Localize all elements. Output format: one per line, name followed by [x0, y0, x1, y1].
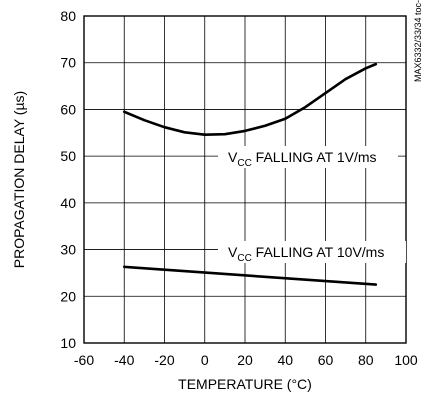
y-tick-label: 50 — [60, 148, 76, 164]
series-label-bg-1 — [218, 146, 398, 168]
series-label-2: VCC FALLING AT 10V/ms — [228, 244, 384, 264]
y-tick-label: 80 — [60, 8, 76, 24]
series-label-bg-2 — [218, 241, 406, 263]
y-tick-label: 20 — [60, 288, 76, 304]
series-line-1 — [122, 62, 378, 136]
y-axis-label: PROPAGATION DELAY (µs) — [11, 91, 27, 268]
x-tick-label: 60 — [318, 352, 334, 368]
x-tick-label: -40 — [114, 352, 134, 368]
ticks: -60 -40 -20 0 20 40 60 80 100 10 20 30 40 50 60 70 80 — [60, 8, 417, 368]
x-tick-label: -60 — [74, 352, 94, 368]
x-tick-label: 20 — [237, 352, 253, 368]
x-tick-label: 0 — [201, 352, 209, 368]
x-tick-label: -20 — [154, 352, 174, 368]
series-labels: VCC FALLING AT 1V/ms VCC FALLING AT 10V/m… — [218, 146, 406, 264]
y-tick-label: 10 — [60, 335, 76, 351]
x-tick-label: 80 — [358, 352, 374, 368]
figure-id-note: MAX6332/33/34 toc-6 — [413, 0, 423, 82]
y-tick-label: 30 — [60, 242, 76, 258]
y-tick-label: 70 — [60, 55, 76, 71]
x-axis-label: TEMPERATURE (°C) — [178, 376, 312, 392]
x-tick-label: 100 — [394, 352, 418, 368]
plot-frame — [83, 15, 407, 344]
series-line-2 — [122, 265, 378, 286]
series-lines — [122, 62, 378, 286]
series-label-1: VCC FALLING AT 1V/ms — [228, 149, 377, 169]
x-tick-label: 40 — [277, 352, 293, 368]
grid — [84, 16, 406, 343]
y-tick-label: 60 — [60, 101, 76, 117]
y-tick-label: 40 — [60, 195, 76, 211]
